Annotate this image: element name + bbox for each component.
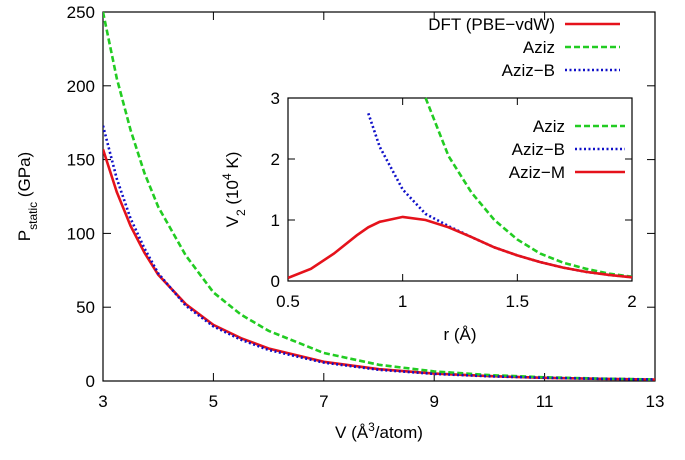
legend-label: Aziz−M (509, 163, 565, 182)
label-part: (10 (223, 180, 242, 209)
y-tick-label: 3 (271, 89, 280, 108)
y-tick-label: 0 (86, 372, 95, 391)
y-tick-label: 250 (67, 3, 95, 22)
plot-frame (287, 97, 633, 282)
inset-background (288, 98, 632, 281)
y-tick-label: 1 (271, 211, 280, 230)
x-tick-label: 11 (536, 392, 554, 411)
x-tick-label: 9 (429, 392, 438, 411)
label-part: /atom) (375, 423, 423, 442)
x-tick-label: 7 (319, 392, 328, 411)
x-axis-label: r (Å) (443, 325, 476, 344)
label-part: V (223, 215, 242, 227)
y-tick-label: 100 (67, 224, 95, 243)
label-part: 4 (220, 173, 234, 180)
data-line (288, 215, 632, 280)
legend-label: Aziz−B (512, 140, 565, 159)
y-axis-label: V2 (104 K) (220, 152, 248, 228)
x-tick-label: 1.5 (506, 292, 530, 311)
label-part: (GPa) (15, 152, 34, 202)
plot-frame (102, 11, 656, 382)
y-tick-label: 200 (67, 77, 95, 96)
x-tick-label: 1 (398, 292, 407, 311)
label-part: 3 (368, 420, 375, 434)
y-axis-label: Pstatic (GPa) (15, 152, 40, 241)
label-part: r (Å) (443, 325, 476, 344)
x-axis-label: V (Å3/atom) (335, 420, 423, 442)
label-part: 2 (234, 209, 248, 216)
label-part: V (Å (335, 423, 369, 442)
y-tick-label: 2 (271, 150, 280, 169)
x-tick-label: 3 (98, 392, 107, 411)
legend-label: Aziz−B (502, 61, 555, 80)
y-tick-label: 150 (67, 151, 95, 170)
x-tick-label: 5 (209, 392, 218, 411)
legend-label: DFT (PBE−vdW) (428, 15, 555, 34)
data-line (103, 125, 655, 381)
y-tick-label: 50 (76, 298, 95, 317)
label-part: K) (223, 152, 242, 174)
x-tick-label: 2 (627, 292, 636, 311)
x-tick-label: 13 (646, 392, 665, 411)
label-part: static (26, 202, 40, 230)
label-part: P (15, 230, 34, 241)
y-tick-label: 0 (271, 272, 280, 291)
legend-label: Aziz (523, 38, 555, 57)
data-line (424, 97, 632, 278)
legend-label: Aziz (533, 117, 565, 136)
x-tick-label: 0.5 (276, 292, 300, 311)
